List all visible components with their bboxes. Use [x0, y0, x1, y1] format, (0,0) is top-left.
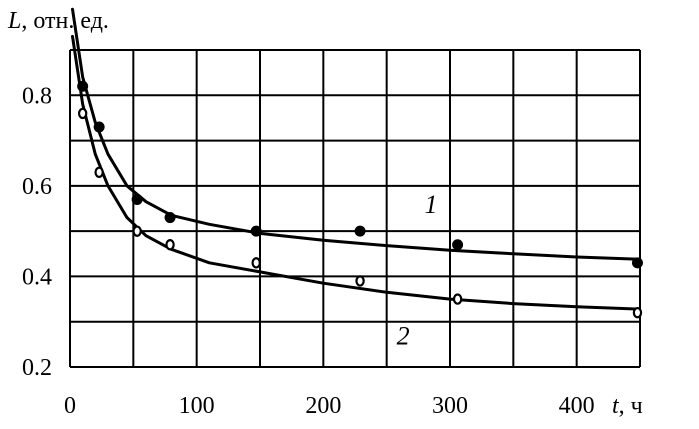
data-markers [77, 80, 643, 319]
data-point-series-1 [354, 225, 366, 237]
data-point-series-2 [94, 166, 104, 178]
y-tick-label: 0.4 [22, 264, 52, 290]
x-tick-label: 200 [305, 393, 341, 419]
data-point-series-2 [452, 293, 463, 305]
fit-curve-series-2 [71, 34, 639, 311]
y-tick-label: 0.6 [22, 174, 52, 200]
data-point-series-1 [452, 239, 464, 251]
x-tick-label: 400 [559, 393, 595, 419]
data-point-series-1 [131, 193, 143, 205]
data-point-series-2 [132, 225, 142, 237]
x-axis-unit: , ч [619, 393, 643, 419]
y-axis-unit: , отн. ед. [21, 8, 109, 34]
data-point-series-1 [250, 225, 262, 237]
fit-curve-series-1 [71, 7, 639, 261]
curve-labels: 12 [397, 190, 438, 350]
curve-label-1: 1 [425, 190, 438, 219]
data-point-series-2 [77, 107, 88, 120]
x-tick-label: 100 [179, 393, 215, 419]
y-axis-label: L, отн. ед. [7, 8, 109, 34]
data-point-series-1 [77, 80, 89, 92]
curve-label-2: 2 [397, 321, 410, 350]
x-tick-label: 0 [64, 393, 76, 419]
x-tick-label: 300 [432, 393, 468, 419]
x-axis-label: t, ч [612, 393, 643, 419]
data-point-series-2 [355, 275, 365, 287]
tick-labels: 0 100 200 300 400 0.2 0.4 0.6 0.8 [22, 83, 595, 419]
data-point-series-2 [251, 257, 261, 269]
data-point-series-2 [165, 239, 175, 251]
fit-lines [71, 7, 639, 311]
data-point-series-1 [93, 121, 105, 133]
y-tick-label: 0.8 [22, 83, 52, 109]
data-point-series-1 [631, 257, 643, 269]
y-tick-label: 0.2 [22, 355, 52, 381]
y-axis-var: L [7, 8, 21, 34]
x-axis-var: t [612, 393, 620, 419]
data-point-series-1 [164, 212, 176, 224]
data-point-series-2 [632, 306, 643, 319]
